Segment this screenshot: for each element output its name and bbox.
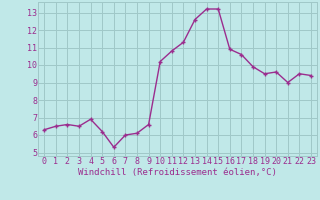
- X-axis label: Windchill (Refroidissement éolien,°C): Windchill (Refroidissement éolien,°C): [78, 168, 277, 177]
